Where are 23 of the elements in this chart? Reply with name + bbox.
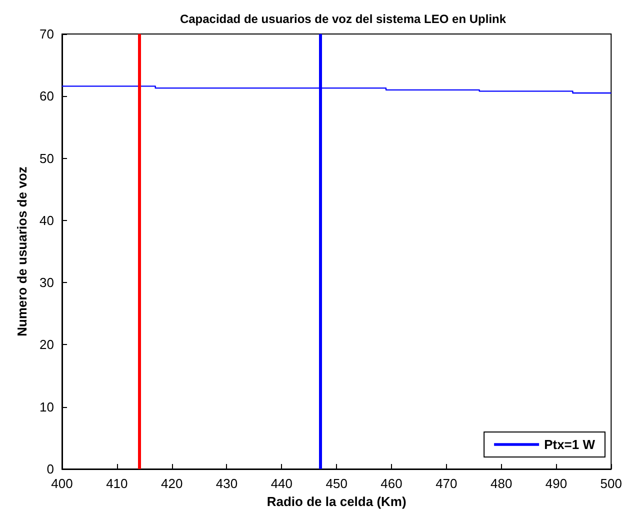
y-tick-label: 20 xyxy=(40,337,54,352)
y-tick-label: 60 xyxy=(40,88,54,104)
y-tick-label: 10 xyxy=(40,399,54,414)
x-tick-label: 490 xyxy=(545,476,568,491)
x-tick-label: 500 xyxy=(600,476,622,491)
x-tick-label: 410 xyxy=(106,476,128,491)
x-tick-label: 400 xyxy=(51,476,73,491)
x-tick-label: 460 xyxy=(380,476,402,491)
y-axis-title: Numero de usuarios de voz xyxy=(14,166,30,336)
y-tick-label: 40 xyxy=(40,212,54,228)
y-tick-label: 30 xyxy=(40,275,54,290)
chart-title: Capacidad de usuarios de voz del sistema LEO en Uplink xyxy=(180,12,506,26)
x-tick-label: 480 xyxy=(490,476,512,491)
x-axis-title: Radio de la celda (Km) xyxy=(266,494,406,509)
x-tick-label: 420 xyxy=(160,476,183,491)
y-tick-label: 70 xyxy=(40,26,54,42)
x-tick-label: 450 xyxy=(326,476,348,491)
y-tick-label: 0 xyxy=(46,462,54,476)
x-tick-label: 440 xyxy=(270,476,293,491)
y-tick-label: 50 xyxy=(40,150,54,166)
x-tick-label: 470 xyxy=(436,476,458,491)
x-tick-label: 430 xyxy=(216,476,238,491)
legend-label: Ptx=1 W xyxy=(544,437,596,452)
